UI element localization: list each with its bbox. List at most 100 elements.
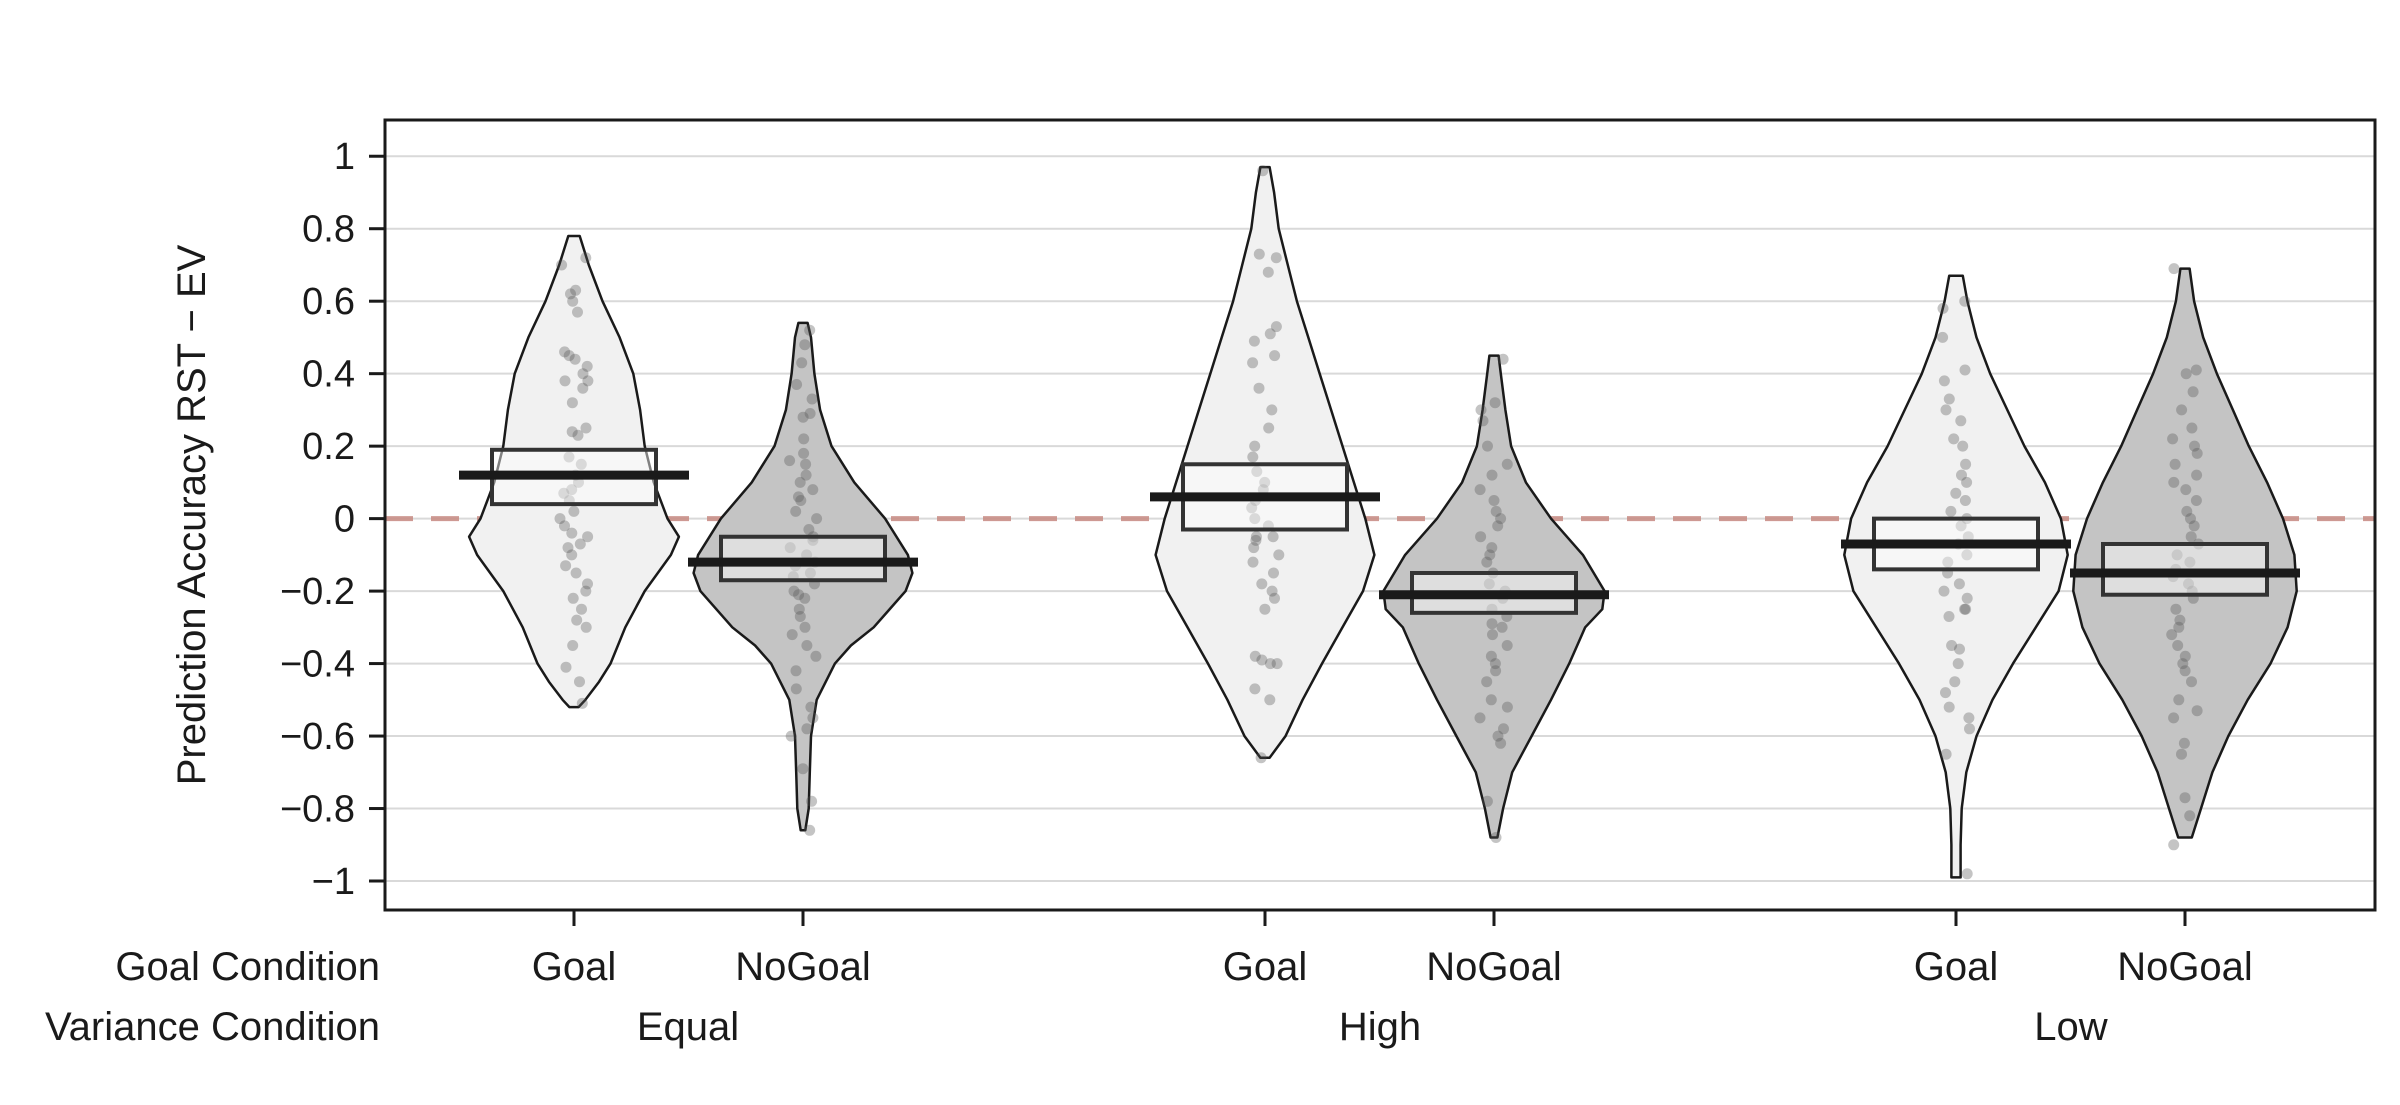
data-point bbox=[1501, 701, 1513, 713]
data-point bbox=[1956, 469, 1967, 481]
data-point bbox=[563, 350, 575, 362]
data-point bbox=[1266, 585, 1278, 597]
y-tick-label: 0 bbox=[334, 499, 355, 541]
data-point bbox=[784, 542, 796, 554]
data-point bbox=[1942, 556, 1954, 568]
data-point bbox=[801, 640, 813, 651]
data-point bbox=[1943, 393, 1955, 405]
data-point bbox=[1938, 375, 1950, 387]
data-point bbox=[1483, 578, 1495, 590]
data-point bbox=[1938, 585, 1950, 597]
data-point bbox=[1498, 723, 1509, 735]
data-point bbox=[1475, 404, 1487, 416]
data-point bbox=[580, 252, 592, 264]
data-point bbox=[1264, 658, 1276, 670]
data-point bbox=[558, 487, 570, 499]
violin-low-nogoal bbox=[2072, 267, 2298, 839]
y-axis-label: Prediction Accuracy RST − EV bbox=[170, 244, 214, 785]
data-point bbox=[2186, 422, 2198, 434]
data-point bbox=[791, 379, 803, 390]
data-point bbox=[1960, 458, 1972, 470]
data-point bbox=[1263, 422, 1275, 434]
data-point bbox=[799, 592, 811, 604]
data-point bbox=[1249, 650, 1261, 662]
data-point bbox=[797, 763, 809, 775]
data-point bbox=[1489, 658, 1501, 670]
data-point bbox=[786, 629, 798, 641]
data-point bbox=[1474, 712, 1486, 724]
data-point bbox=[2187, 386, 2199, 398]
data-point bbox=[1495, 737, 1507, 749]
data-point bbox=[807, 712, 819, 724]
data-point bbox=[1496, 621, 1508, 633]
data-point bbox=[576, 603, 587, 615]
data-point bbox=[1481, 676, 1493, 688]
data-point bbox=[567, 295, 579, 307]
data-point bbox=[1959, 364, 1971, 376]
data-point bbox=[1492, 730, 1504, 742]
data-point bbox=[1253, 248, 1265, 260]
data-point bbox=[806, 393, 818, 405]
data-point bbox=[1488, 495, 1500, 506]
data-point bbox=[554, 513, 566, 525]
data-point bbox=[1485, 694, 1497, 706]
data-point bbox=[1474, 484, 1486, 496]
data-point bbox=[1945, 505, 1957, 517]
data-point bbox=[2176, 748, 2187, 760]
data-point bbox=[1248, 335, 1260, 347]
data-point bbox=[566, 426, 578, 438]
data-point bbox=[1259, 603, 1271, 615]
y-tick-label: 0.8 bbox=[302, 209, 355, 251]
data-point bbox=[2172, 640, 2184, 651]
data-point bbox=[785, 730, 797, 742]
data-point bbox=[1247, 357, 1259, 369]
data-point bbox=[1268, 567, 1279, 579]
goal-tick-label: NoGoal bbox=[1426, 945, 1562, 989]
data-point bbox=[1270, 321, 1282, 333]
data-point bbox=[1273, 549, 1285, 561]
goal-condition-row-label: Goal Condition bbox=[115, 945, 380, 989]
data-point bbox=[1948, 433, 1960, 445]
data-point bbox=[1253, 382, 1265, 394]
goal-tick-label: Goal bbox=[1914, 945, 1999, 989]
data-point bbox=[2176, 404, 2188, 416]
data-point bbox=[581, 360, 593, 372]
data-point bbox=[567, 640, 579, 651]
data-point bbox=[1940, 748, 1952, 760]
data-point bbox=[563, 451, 575, 463]
mean-bars bbox=[459, 470, 2300, 600]
data-point bbox=[1264, 694, 1276, 706]
data-point bbox=[566, 527, 578, 539]
data-point bbox=[807, 484, 819, 496]
data-point bbox=[1255, 752, 1267, 764]
data-point bbox=[2191, 469, 2203, 481]
data-point bbox=[811, 513, 823, 525]
data-point bbox=[559, 346, 571, 358]
data-point bbox=[1937, 302, 1949, 314]
data-point bbox=[582, 531, 594, 543]
data-point bbox=[1256, 578, 1268, 590]
data-point bbox=[1271, 658, 1283, 670]
data-point bbox=[1259, 476, 1271, 488]
data-point bbox=[810, 650, 822, 662]
data-point bbox=[1485, 650, 1497, 662]
data-point bbox=[2179, 792, 2191, 804]
data-point bbox=[556, 259, 568, 271]
variance-group-label: Equal bbox=[637, 1005, 739, 1049]
data-point bbox=[793, 603, 805, 615]
data-point bbox=[1486, 542, 1498, 554]
data-point bbox=[1481, 556, 1493, 568]
data-point bbox=[570, 567, 582, 579]
variance-group-label: High bbox=[1339, 1005, 1421, 1049]
data-point bbox=[804, 824, 816, 836]
data-point bbox=[1475, 531, 1487, 543]
data-point bbox=[1247, 451, 1259, 463]
data-point bbox=[582, 375, 594, 387]
data-point bbox=[2178, 737, 2190, 749]
data-point bbox=[2190, 364, 2202, 376]
data-point bbox=[1487, 629, 1498, 641]
data-point bbox=[2170, 603, 2182, 615]
data-point bbox=[790, 683, 802, 695]
